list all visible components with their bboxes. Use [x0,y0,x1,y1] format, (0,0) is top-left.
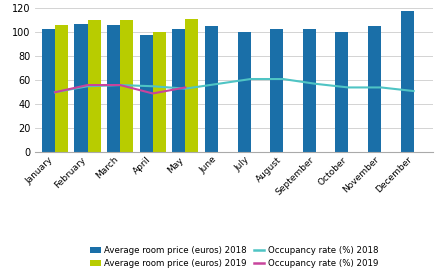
Bar [205,26,218,152]
Bar [270,29,283,152]
Bar [55,25,68,152]
Bar [335,32,348,152]
Bar [140,35,153,152]
Bar [368,26,381,152]
Bar [237,32,251,152]
Bar [400,11,414,152]
Bar [75,24,88,152]
Bar [303,29,316,152]
Bar [172,29,185,152]
Bar [107,25,120,152]
Bar [185,19,198,152]
Bar [88,20,101,152]
Bar [42,29,55,152]
Bar [153,32,166,152]
Legend: Average room price (euros) 2018, Average room price (euros) 2019, Occupancy rate: Average room price (euros) 2018, Average… [91,246,378,268]
Bar [120,20,133,152]
